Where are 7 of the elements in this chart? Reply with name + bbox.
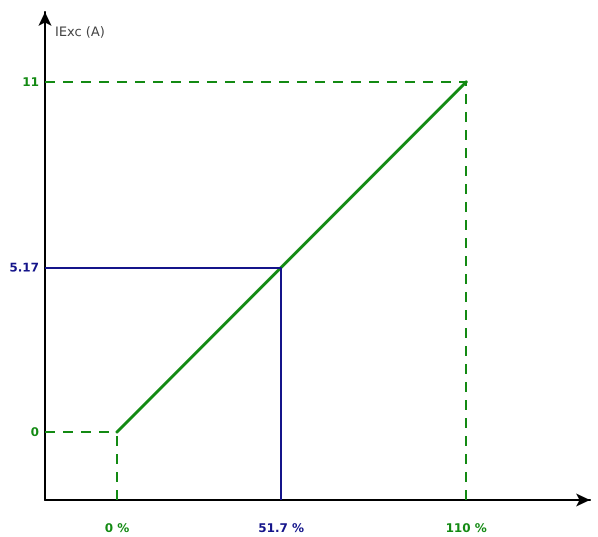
y-tick-label: 11 xyxy=(22,74,39,89)
x-tick-label: 51.7 % xyxy=(258,521,304,535)
y-axis-title: IExc (A) xyxy=(55,25,105,40)
y-tick-label: 5.17 xyxy=(9,260,39,274)
x-tick-label: 110 % xyxy=(446,521,487,535)
y-tick-label: 0 xyxy=(30,424,39,439)
x-tick-label: 0 % xyxy=(104,521,130,535)
